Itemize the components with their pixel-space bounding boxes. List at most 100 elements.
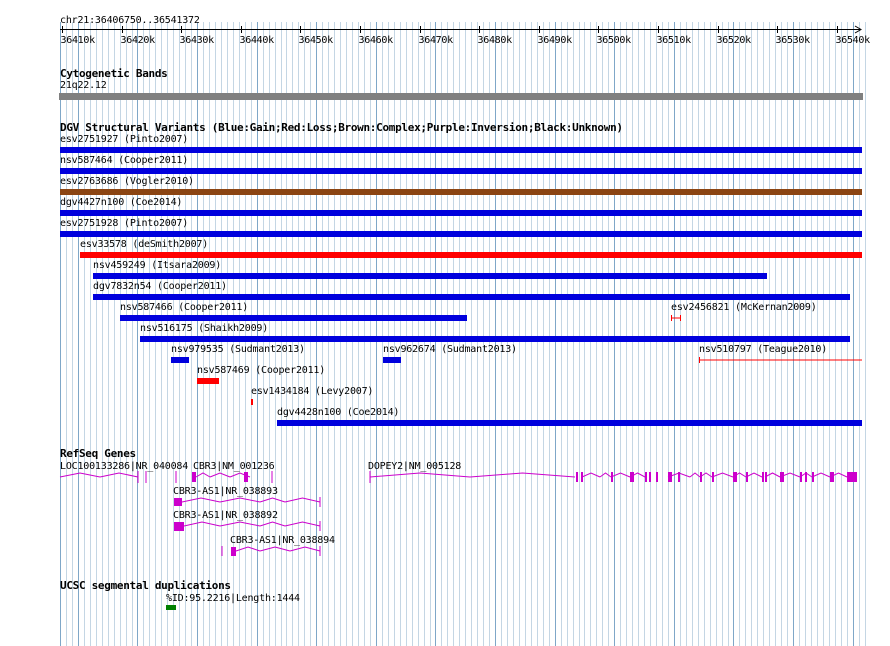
gene-intron [259,521,286,527]
gene-label-dopey2[interactable]: DOPEY2|NM_005128 [368,461,462,472]
ruler-tick-label: 36440k [239,35,275,46]
gene-exon [678,472,680,482]
gene-label-cbr3-as1-nr038893[interactable]: CBR3-AS1|NR_038893 [173,486,278,497]
dgv-variant-bar[interactable] [120,315,467,321]
gene-intron [629,472,646,478]
ruler-tick-label: 36490k [537,35,573,46]
gene-exon [244,472,248,482]
dgv-variant-bar[interactable] [197,378,219,384]
gene-exon [174,498,182,506]
cytoband-track-title: Cytogenetic Bands [60,67,168,80]
gene-exon [645,472,647,482]
dgv-variant-label[interactable]: esv1434184 (Levy2007) [251,386,374,397]
gene-exon [668,472,672,482]
gene-intron [219,497,261,503]
gene-exon [231,547,236,556]
gene-intron [610,472,631,478]
gene-exon [780,472,784,482]
gene-intron [289,546,321,552]
segdup-label[interactable]: %ID:95.2216|Length:1444 [166,593,300,604]
dgv-variant-label[interactable]: esv2751928 (Pinto2007) [60,218,189,229]
gene-intron [764,472,781,478]
gene-exon [847,472,857,482]
dgv-variant-bar[interactable] [60,210,862,216]
ruler-arrow-icon [854,25,862,34]
dgv-variant-bar[interactable] [171,357,189,363]
gene-exon [656,472,658,482]
ruler-tick-label: 36470k [418,35,454,46]
gene-exon [649,472,651,482]
ruler-tick-label: 36410k [60,35,96,46]
gene-exon [576,472,578,482]
ruler-tick-label: 36430k [179,35,215,46]
dgv-variant-label[interactable]: nsv979535 (Sudmant2013) [171,344,305,355]
gene-label-cbr3-as1-nr038894[interactable]: CBR3-AS1|NR_038894 [230,535,335,546]
gene-intron [711,472,734,478]
gene-intron [369,472,471,478]
dgv-variant-bar[interactable] [140,336,850,342]
dgv-variant-label[interactable]: nsv516175 (Shaikh2009) [140,323,269,334]
gene-intron [689,472,701,478]
dgv-variant-label[interactable]: dgv4427n100 (Coe2014) [60,197,183,208]
dgv-variant-label[interactable]: nsv587466 (Cooper2011) [120,302,249,313]
gene-exon [762,472,764,482]
gene-intron [811,472,831,478]
dgv-variant-label[interactable]: dgv7832n54 (Cooper2011) [93,281,227,292]
gene-intron [259,497,286,503]
dgv-variant-bar[interactable] [60,168,862,174]
dgv-variant-label[interactable]: nsv510797 (Teague2010) [699,344,828,355]
segdup-bar[interactable] [166,605,176,610]
ruler-tick-label: 36450k [298,35,334,46]
gene-intron [235,546,261,552]
gene-intron [469,472,576,478]
dgv-variant-bar[interactable] [93,273,767,279]
gene-intron [59,472,101,478]
gene-label-cbr3-as1-nr038892[interactable]: CBR3-AS1|NR_038892 [173,510,278,521]
dgv-variant-bar[interactable] [60,189,862,195]
ruler-tick-label: 36480k [477,35,513,46]
dgv-variant-bar[interactable] [93,294,850,300]
gene-exon [174,522,184,531]
segdup-track-title: UCSC segmental duplications [60,579,231,592]
cytoband-bar[interactable] [59,93,863,100]
location-label: chr21:36406750..36541372 [60,15,200,26]
dgv-variant-label[interactable]: esv2751927 (Pinto2007) [60,134,189,145]
ruler-tick-label: 36500k [596,35,632,46]
dgv-variant-bar[interactable] [60,147,862,153]
dgv-variant-label[interactable]: nsv587464 (Cooper2011) [60,155,189,166]
gene-intron [779,472,801,478]
dgv-variant-bar[interactable] [383,357,401,363]
dgv-variant-bar[interactable] [60,231,862,237]
gene-label-cbr3[interactable]: CBR3|NM_001236 [193,461,275,472]
gene-intron [284,497,321,503]
gene-label-loc100133286[interactable]: LOC100133286|NR_040084 [60,461,189,472]
gene-exon [805,472,807,482]
ruler-tick-label: 36540k [835,35,871,46]
ruler-tick-label: 36530k [775,35,811,46]
gene-intron [183,521,221,527]
gene-intron [745,472,763,478]
gene-intron [829,472,848,478]
gene-intron [599,472,612,478]
dgv-variant-label[interactable]: nsv962674 (Sudmant2013) [383,344,517,355]
dgv-variant-bar[interactable] [80,252,862,258]
dgv-variant-label[interactable]: esv2456821 (McKernan2009) [671,302,817,313]
gene-intron [99,472,139,478]
gene-intron [195,472,211,478]
dgv-variant-label[interactable]: esv2763686 (Vogler2010) [60,176,194,187]
dgv-variant-label[interactable]: esv33578 (deSmith2007) [80,239,209,250]
dgv-variant-bar[interactable] [251,399,253,405]
dgv-variant-label[interactable]: nsv459249 (Itsara2009) [93,260,222,271]
gene-exon [733,472,737,482]
gene-intron [259,546,291,552]
gene-intron [284,521,321,527]
dgv-track-title: DGV Structural Variants (Blue:Gain;Red:L… [60,121,623,134]
dgv-variant-label[interactable]: dgv4428n100 (Coe2014) [277,407,400,418]
dgv-variant-bar[interactable] [277,420,862,426]
ruler-tick-label: 36460k [358,35,394,46]
gene-exon [830,472,834,482]
ruler-tick-label: 36510k [656,35,692,46]
gene-intron [699,472,713,478]
dgv-variant-label[interactable]: nsv587469 (Cooper2011) [197,365,326,376]
